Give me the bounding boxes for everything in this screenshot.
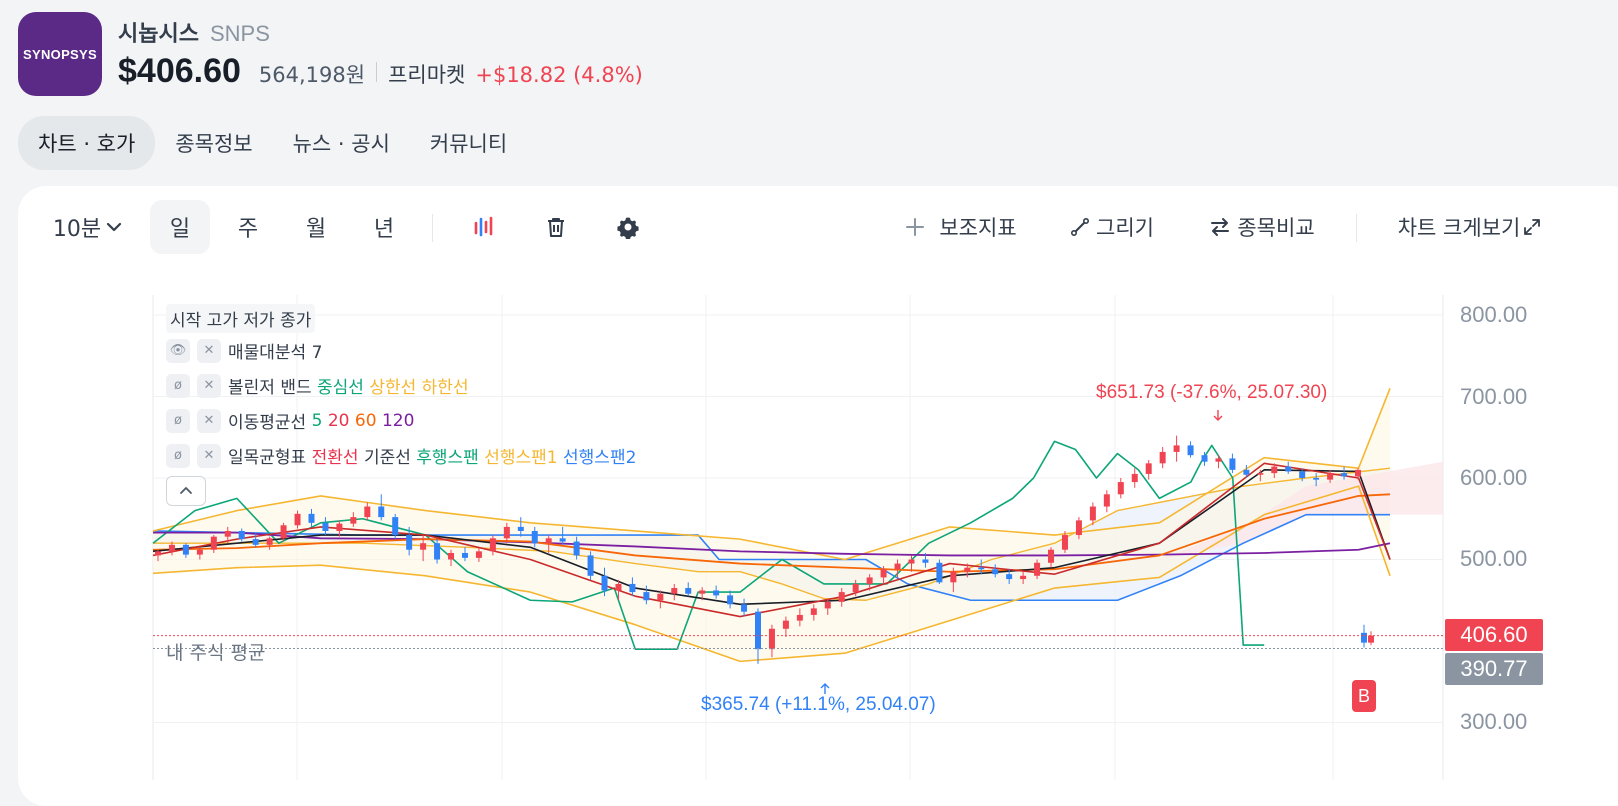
period-month[interactable]: 월 xyxy=(305,217,327,242)
price-row: $406.60 564,198원 프리마켓 +$18.82 (4.8%) xyxy=(118,52,643,91)
collapse-legend-button[interactable] xyxy=(166,476,206,506)
compare-label: 종목비교 xyxy=(1237,216,1315,240)
add-indicator-label: 보조지표 xyxy=(939,216,1017,240)
legend-moving-average: ø ✕ 이동평균선 5 20 60 120 xyxy=(166,408,414,433)
logo-text: SYNOPSYS xyxy=(23,46,97,62)
draw-label: 그리기 xyxy=(1096,216,1154,240)
buy-marker[interactable]: B xyxy=(1352,680,1376,712)
candle-type-icon[interactable] xyxy=(464,200,504,254)
y-tick-label: 500.00 xyxy=(1460,546,1528,571)
chevron-down-icon xyxy=(107,222,122,232)
ohlc-label: 시작 고가 저가 종가 xyxy=(166,304,316,333)
plus-icon xyxy=(906,218,925,236)
market-session: 프리마켓 xyxy=(388,63,466,87)
ichimoku-lag: 후행스팬 xyxy=(416,448,479,468)
period-week[interactable]: 주 xyxy=(237,217,259,242)
ticker-symbol: SNPS xyxy=(209,21,270,46)
draw-button[interactable]: 그리기 xyxy=(1062,200,1162,254)
ichimoku-name: 일목균형표 xyxy=(228,448,307,468)
expand-chart-button[interactable]: 차트 크게보기 xyxy=(1390,200,1550,254)
high-annotation: $651.73 (-37.6%, 25.07.30) xyxy=(1096,382,1328,403)
period-year[interactable]: 년 xyxy=(373,217,395,242)
divider xyxy=(376,61,378,82)
price-krw: 564,198원 xyxy=(258,63,366,87)
legend-volume-profile: 👁 ✕ 매물대분석 7 xyxy=(166,338,322,363)
price-change: +$18.82 (4.8%) xyxy=(475,63,643,87)
ichimoku-span1: 선행스팬1 xyxy=(484,448,558,468)
eye-off-icon[interactable]: ø xyxy=(166,443,190,468)
trash-icon[interactable] xyxy=(536,200,576,254)
volume-profile-label: 매물대분석 7 xyxy=(228,343,323,363)
y-tick-label: 600.00 xyxy=(1460,465,1528,490)
toolbar-divider xyxy=(432,214,433,242)
ma-60: 60 xyxy=(354,410,377,431)
stock-tabs: 차트 · 호가 종목정보 뉴스 · 공시 커뮤니티 xyxy=(18,116,527,170)
ma-5: 5 xyxy=(311,410,323,431)
company-logo: SYNOPSYS xyxy=(18,12,102,96)
bollinger-lower: 하한선 xyxy=(421,378,469,398)
bollinger-upper: 상한선 xyxy=(369,378,417,398)
close-icon[interactable]: ✕ xyxy=(197,408,221,433)
chart-toolbar: 10분 일 주 월 년 보조지표 그리기 종목비교 차트 크 xyxy=(18,200,1578,256)
ma-20: 20 xyxy=(327,410,350,431)
eye-off-icon[interactable]: ø xyxy=(166,408,190,433)
avg-price-tag: 390.77 xyxy=(1445,653,1543,685)
settings-gear-icon[interactable] xyxy=(608,200,648,254)
ma-120: 120 xyxy=(381,410,415,431)
close-icon[interactable]: ✕ xyxy=(197,338,221,363)
eye-icon[interactable]: 👁 xyxy=(166,338,190,363)
period-day[interactable]: 일 xyxy=(150,200,210,254)
ichimoku-span2: 선행스팬2 xyxy=(563,448,637,468)
y-tick-label: 300.00 xyxy=(1460,709,1528,734)
toolbar-divider-right xyxy=(1356,214,1357,242)
bollinger-name: 볼린저 밴드 xyxy=(228,378,312,398)
swap-arrows-icon xyxy=(1211,218,1230,236)
pen-line-icon xyxy=(1071,217,1090,237)
low-annotation: $365.74 (+11.1%, 25.04.07) xyxy=(701,694,936,715)
ichimoku-base: 기준선 xyxy=(363,448,411,468)
tab-chart[interactable]: 차트 · 호가 xyxy=(18,116,156,170)
stock-header: SYNOPSYS 시놉시스 SNPS $406.60 564,198원 프리마켓… xyxy=(18,12,1578,98)
ma-name: 이동평균선 xyxy=(228,413,307,433)
chevron-up-icon xyxy=(180,486,192,494)
stock-name-row: 시놉시스 SNPS xyxy=(118,16,270,48)
expand-label: 차트 크게보기 xyxy=(1397,216,1521,240)
tab-news[interactable]: 뉴스 · 공시 xyxy=(292,132,390,156)
expand-arrows-icon xyxy=(1524,219,1541,235)
interval-label: 10분 xyxy=(52,217,102,242)
legend-ichimoku: ø ✕ 일목균형표 전환선 기준선 후행스팬 선행스팬1 선행스팬2 xyxy=(166,443,636,468)
legend-bollinger: ø ✕ 볼린저 밴드 중심선 상한선 하한선 xyxy=(166,373,469,398)
current-price-tag: 406.60 xyxy=(1445,619,1543,651)
ichimoku-conv: 전환선 xyxy=(311,448,359,468)
tab-community[interactable]: 커뮤니티 xyxy=(429,132,508,156)
tab-stock-info[interactable]: 종목정보 xyxy=(175,132,253,156)
eye-off-icon[interactable]: ø xyxy=(166,373,190,398)
close-icon[interactable]: ✕ xyxy=(197,373,221,398)
y-tick-label: 700.00 xyxy=(1460,384,1528,409)
y-tick-label: 800.00 xyxy=(1460,302,1528,327)
compare-button[interactable]: 종목비교 xyxy=(1202,200,1322,254)
add-indicator-button[interactable]: 보조지표 xyxy=(896,200,1026,254)
current-price: $406.60 xyxy=(118,52,241,90)
interval-select[interactable]: 10분 xyxy=(48,200,128,254)
bollinger-mid: 중심선 xyxy=(317,378,364,398)
legend-ohlc: 시작 고가 저가 종가 xyxy=(166,304,316,333)
company-name: 시놉시스 xyxy=(118,22,199,47)
close-icon[interactable]: ✕ xyxy=(197,443,221,468)
avg-price-text: 내 주식 평균 xyxy=(166,642,266,664)
